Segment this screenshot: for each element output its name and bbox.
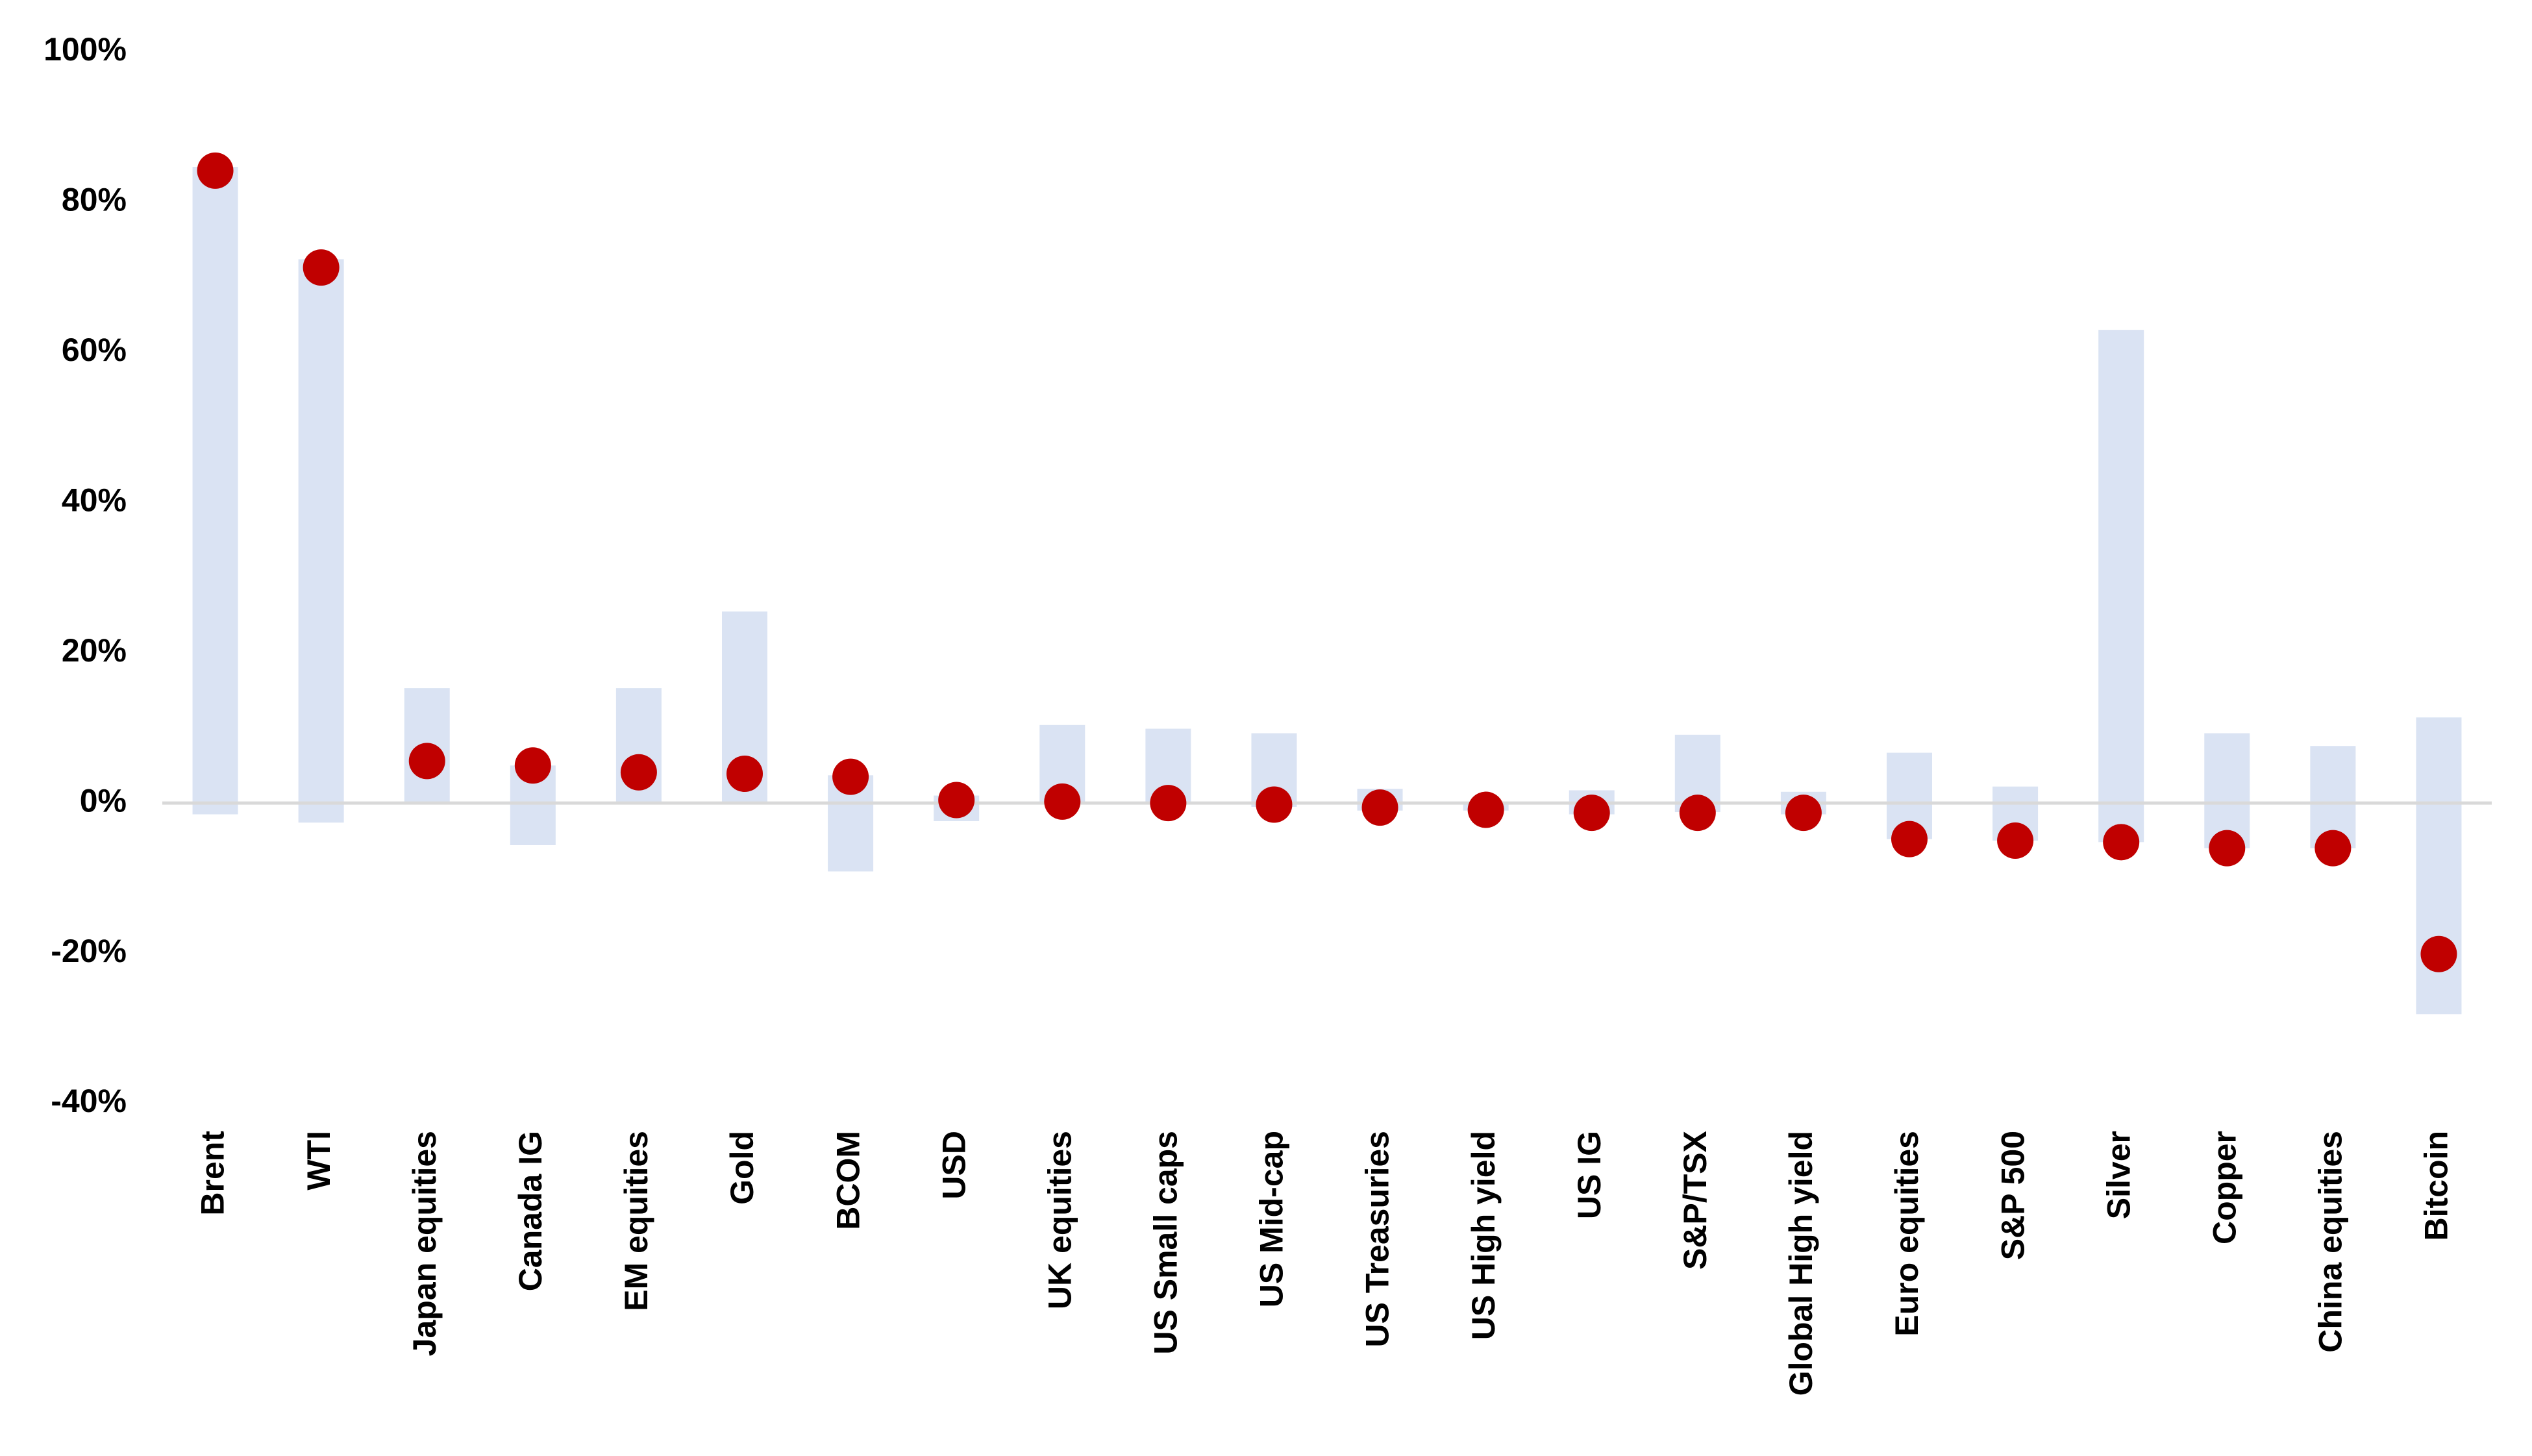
y-tick-label: 40% [62, 482, 127, 518]
dot [197, 152, 234, 189]
dot [1997, 822, 2034, 859]
x-tick-label: WTI [301, 1131, 337, 1191]
x-tick-label: BCOM [830, 1131, 866, 1230]
x-tick-label: Japan equities [406, 1131, 443, 1356]
y-tick-label: 100% [43, 31, 127, 68]
dot [1679, 795, 1716, 832]
x-tick-label: Bitcoin [2418, 1131, 2455, 1240]
x-tick-label: Euro equities [1889, 1131, 1925, 1337]
dot [620, 754, 657, 791]
x-tick-label: US Treasuries [1359, 1131, 1396, 1348]
x-tick-label: USD [936, 1131, 972, 1200]
x-tick-label: Copper [2206, 1131, 2242, 1244]
dot [832, 758, 869, 795]
y-tick-label: -40% [51, 1083, 127, 1119]
x-tick-label: Global High yield [1783, 1131, 1819, 1396]
x-tick-label: UK equities [1041, 1131, 1078, 1309]
y-tick-label: 80% [62, 182, 127, 218]
dot [2103, 824, 2140, 861]
dot [2420, 935, 2457, 972]
dot [1467, 791, 1504, 828]
dot [2315, 830, 2352, 867]
dot [1361, 789, 1398, 826]
dot [938, 782, 975, 819]
x-tick-label: S&P/TSX [1677, 1131, 1713, 1270]
x-tick-label: US Mid-cap [1254, 1131, 1290, 1307]
dot [1891, 821, 1928, 858]
dot [1150, 785, 1187, 822]
x-tick-label: Silver [2100, 1131, 2137, 1219]
x-tick-label: US Small caps [1148, 1131, 1184, 1355]
dot [1573, 795, 1610, 832]
y-tick-label: 60% [62, 332, 127, 368]
dot [1785, 795, 1822, 832]
range-bar [192, 167, 238, 815]
x-tick-label: Brent [195, 1131, 231, 1216]
y-tick-label: 0% [80, 782, 127, 819]
range-bar [298, 259, 344, 823]
dot [2209, 830, 2246, 867]
dot [1044, 783, 1081, 820]
x-tick-label: Gold [724, 1131, 760, 1205]
x-tick-label: China equities [2313, 1131, 2349, 1353]
y-tick-label: -20% [51, 933, 127, 969]
x-tick-label: Canada IG [512, 1131, 549, 1291]
dot [514, 747, 551, 784]
x-tick-label: S&P 500 [1994, 1131, 2031, 1260]
range-bar [2204, 733, 2250, 848]
dot [1256, 786, 1293, 823]
y-tick-label: 20% [62, 632, 127, 669]
dot [303, 249, 340, 286]
x-tick-label: US IG [1571, 1131, 1607, 1219]
range-bar [2098, 330, 2144, 843]
x-tick-label: EM equities [618, 1131, 654, 1311]
dot [408, 743, 445, 780]
dot [726, 756, 763, 793]
x-tick-label: US High yield [1465, 1131, 1502, 1340]
